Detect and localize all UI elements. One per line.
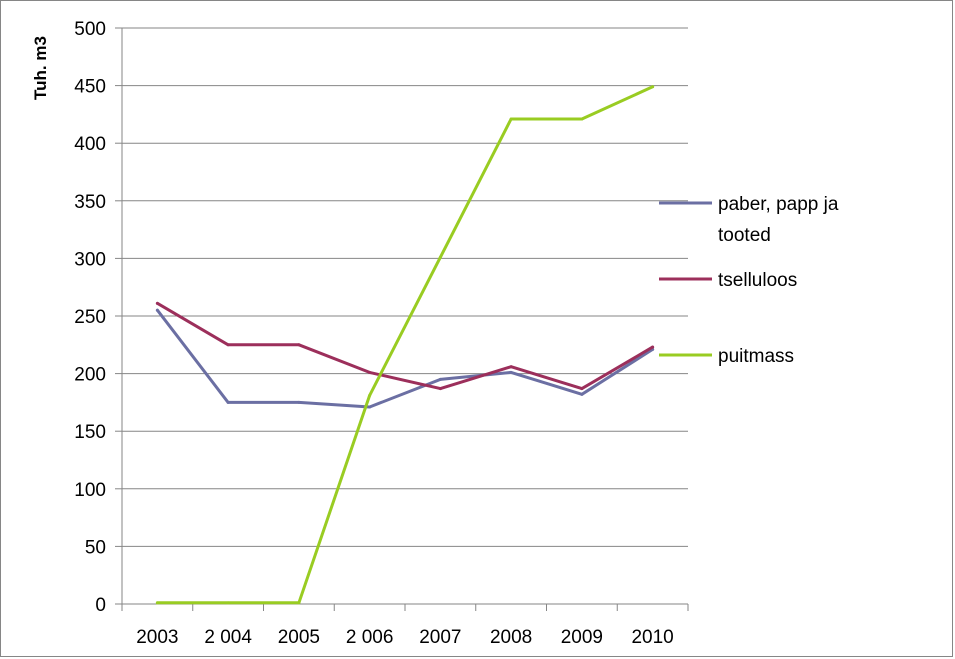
legend-label-0: paber, papp ja <box>718 194 839 215</box>
x-tick-label-4: 2007 <box>419 627 461 648</box>
series-2-point-6 <box>580 117 584 121</box>
y-tick-label-350: 350 <box>74 192 106 213</box>
series-0-point-5 <box>509 370 513 374</box>
series-0-point-2 <box>297 400 301 404</box>
x-tick-label-2: 2005 <box>278 627 320 648</box>
series-1-point-3 <box>368 370 372 374</box>
y-tick-label-50: 50 <box>85 537 106 558</box>
series-0-point-0 <box>155 308 159 312</box>
series-2-point-3 <box>368 393 372 397</box>
series-2-point-0 <box>155 601 159 605</box>
y-axis-label: Tuh. m3 <box>31 36 50 100</box>
y-tick-label-300: 300 <box>74 249 106 270</box>
series-0-point-4 <box>438 377 442 381</box>
x-tick-label-7: 2010 <box>631 627 673 648</box>
y-tick-label-450: 450 <box>74 77 106 98</box>
x-tick-label-3: 2 006 <box>346 627 394 648</box>
series-1-point-4 <box>438 387 442 391</box>
series-0-point-1 <box>226 400 230 404</box>
series-0-point-6 <box>580 392 584 396</box>
series-line-2 <box>155 85 655 605</box>
series-line-0 <box>155 308 655 409</box>
series-2-point-1 <box>226 601 230 605</box>
legend-label-2: puitmass <box>718 346 794 367</box>
legend-label-0-line-1: tooted <box>718 225 771 246</box>
series-1-point-6 <box>580 387 584 391</box>
y-tick-label-500: 500 <box>74 19 106 40</box>
series-1-point-0 <box>155 301 159 305</box>
series-1-point-2 <box>297 343 301 347</box>
x-tick-label-1: 2 004 <box>204 627 252 648</box>
series-1-point-1 <box>226 343 230 347</box>
y-tick-label-100: 100 <box>74 480 106 501</box>
y-tick-label-200: 200 <box>74 365 106 386</box>
series-1-point-7 <box>651 345 655 349</box>
y-tick-label-0: 0 <box>95 595 106 616</box>
series-2-point-5 <box>509 117 513 121</box>
x-tick-label-0: 2003 <box>136 627 178 648</box>
series-2-point-4 <box>438 255 442 259</box>
series-line-1 <box>155 301 655 391</box>
x-tick-label-5: 2008 <box>490 627 532 648</box>
series-0-point-3 <box>368 405 372 409</box>
y-tick-label-150: 150 <box>74 422 106 443</box>
x-tick-label-6: 2009 <box>561 627 603 648</box>
series-1-point-5 <box>509 365 513 369</box>
y-tick-label-250: 250 <box>74 307 106 328</box>
y-tick-label-400: 400 <box>74 134 106 155</box>
legend-label-1: tselluloos <box>718 270 797 291</box>
series-2-point-7 <box>651 85 655 89</box>
series-2-point-2 <box>297 601 301 605</box>
